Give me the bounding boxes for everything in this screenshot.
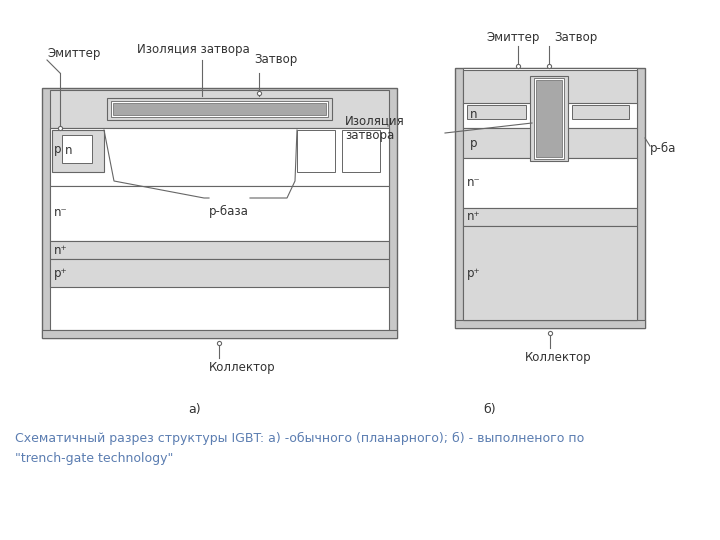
Bar [113,103,326,115]
Bar [111,101,328,117]
Bar [52,130,104,172]
Bar [463,208,637,226]
Text: р-ба: р-ба [650,141,676,154]
Text: Эмиттер: Эмиттер [47,46,100,59]
Bar [536,80,562,157]
Text: Изоляция
затвора: Изоляция затвора [345,114,405,142]
Bar [463,70,637,105]
Bar [463,226,637,320]
Text: б): б) [484,403,496,416]
Bar [42,330,397,338]
Bar [50,259,389,287]
Text: а): а) [189,403,202,416]
Text: n⁻: n⁻ [54,206,68,219]
Text: Затвор: Затвор [254,53,297,66]
Bar [572,105,629,119]
Bar [455,320,645,328]
Bar [297,130,335,172]
Text: Изоляция затвора: Изоляция затвора [137,44,250,57]
Text: n⁻: n⁻ [467,177,481,190]
Bar [455,68,645,328]
Bar [463,128,637,158]
Text: p: p [54,144,61,157]
Bar [42,88,397,338]
Text: p⁺: p⁺ [467,267,481,280]
Text: Схематичный разрез структуры IGBT: а) -обычного (планарного); б) - выполненого п: Схематичный разрез структуры IGBT: а) -о… [15,432,584,445]
Bar [50,241,389,259]
Bar [342,130,380,172]
Bar [534,78,564,159]
Bar [50,90,389,128]
Text: p⁺: p⁺ [54,267,68,280]
Bar [107,98,332,120]
Bar [50,128,389,186]
Bar [463,68,637,320]
Bar [62,135,92,163]
Text: n⁺: n⁺ [467,211,481,224]
Text: n: n [65,144,73,157]
Bar [463,103,637,128]
Text: n⁺: n⁺ [54,244,68,256]
Text: р-база: р-база [209,205,249,218]
Text: p: p [470,137,477,150]
Text: n: n [470,109,477,122]
Bar [463,158,637,208]
Bar [530,76,568,161]
Bar [50,186,389,241]
Text: "trench-gate technology": "trench-gate technology" [15,452,174,465]
Bar [50,128,389,330]
Text: Затвор: Затвор [554,31,598,44]
Text: Коллектор: Коллектор [525,352,592,365]
Text: Эмиттер: Эмиттер [486,31,539,44]
Bar [467,105,526,119]
Text: Коллектор: Коллектор [209,361,276,375]
